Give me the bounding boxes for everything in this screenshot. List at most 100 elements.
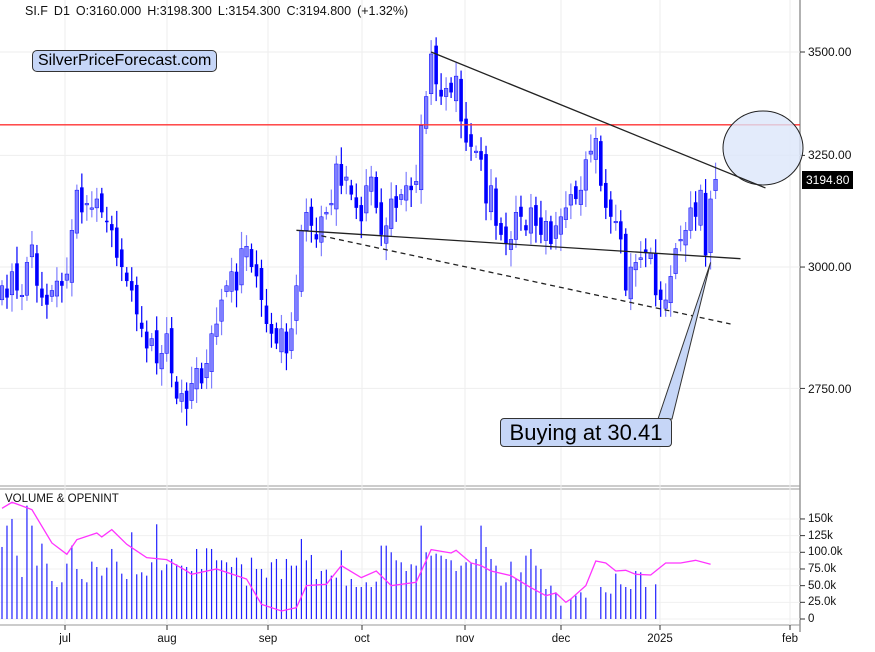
candle-body (29, 244, 34, 258)
candle-body (479, 151, 483, 160)
candle-body (100, 193, 104, 213)
candle-body (588, 150, 593, 155)
candle-body (578, 189, 583, 205)
date-tick-label: sep (258, 633, 278, 645)
volume-tick-label: 50.0k (808, 580, 837, 592)
candle-body (274, 328, 279, 344)
candle-body (319, 216, 324, 243)
candle-body (434, 45, 438, 85)
candle-body (553, 225, 558, 239)
candle-body (199, 368, 204, 384)
candle-body (374, 177, 379, 208)
candle-body (663, 299, 668, 309)
candle-body (613, 221, 618, 224)
candle-body (54, 280, 59, 297)
candle-body (638, 257, 643, 260)
candle-body (688, 207, 693, 231)
candle-body (668, 276, 673, 304)
candle-body (464, 118, 468, 143)
candle-body (563, 207, 568, 220)
candle-body (189, 383, 194, 401)
symbol: SI.F (25, 4, 48, 18)
candle-body (89, 207, 94, 210)
target-zone-ellipse (722, 110, 804, 186)
candle-body (399, 194, 404, 200)
date-tick-label: feb (782, 633, 798, 645)
candle-body (339, 163, 344, 186)
candle-body (24, 262, 29, 296)
candle-body (459, 78, 463, 122)
candle-body (419, 125, 424, 191)
candle-body (0, 285, 5, 301)
candle-body (648, 252, 653, 260)
candle-body (698, 189, 703, 226)
candle-body (449, 82, 453, 93)
candle-body (608, 199, 613, 217)
ohlc-header: SI.F D1 O:3160.000 H:3198.300 L:3154.300 C:31… (25, 4, 414, 18)
date-tick-label: 2025 (647, 633, 673, 645)
volume-tick-label: 100.0k (808, 546, 843, 558)
candle-body (15, 263, 19, 291)
date-tick-label: dec (551, 633, 571, 645)
candle-body (543, 221, 548, 241)
candle-body (244, 246, 249, 258)
candle-body (389, 198, 394, 229)
candle-body (593, 138, 598, 160)
dashed-trendline (321, 235, 731, 325)
candle-body (534, 205, 538, 226)
volume-tick-label: 25.0k (808, 596, 837, 608)
volume-tick-label: 125k (808, 530, 833, 542)
candle-body (683, 230, 688, 246)
volume-tick-label: 75.0k (808, 563, 837, 575)
candle-body (643, 249, 648, 254)
candle-body (164, 333, 169, 354)
candle-body (45, 294, 49, 305)
candle-body (264, 305, 269, 324)
candle-body (179, 393, 184, 402)
candle-body (379, 202, 384, 235)
price-tick-label: 3500.00 (808, 45, 852, 59)
candle-body (144, 331, 149, 349)
candle-body (249, 249, 254, 268)
candle-body (513, 212, 519, 240)
candle-body (703, 192, 708, 256)
candle-body (74, 189, 79, 234)
candle-body (469, 134, 473, 147)
candle-body (40, 288, 44, 298)
candle-body (279, 328, 284, 353)
price-tick-label: 3000.00 (808, 260, 852, 274)
candle-body (159, 353, 164, 370)
candle-body (678, 239, 683, 242)
candle-body (239, 248, 244, 286)
price-tick-label: 3250.00 (808, 148, 852, 162)
low-value: L:3154.300 (217, 4, 281, 18)
open-interest-line (1, 501, 711, 612)
candle-body (344, 176, 349, 181)
candle-body (329, 203, 334, 206)
candle-body (259, 268, 264, 300)
candle-body (474, 150, 479, 153)
candle-body (309, 206, 314, 226)
candle-body (49, 290, 54, 297)
date-tick-label: oct (354, 633, 370, 645)
candle-body (658, 289, 663, 300)
candle-body (539, 217, 543, 235)
candle-body (439, 89, 443, 97)
volume-tick-label: 0 (808, 613, 815, 625)
volume-tick-label: 150k (808, 513, 833, 525)
candle-body (184, 390, 189, 409)
candle-body (80, 187, 84, 213)
candle-body (369, 176, 374, 192)
candle-body (583, 159, 588, 191)
candle-body (713, 179, 718, 191)
candle-body (299, 230, 304, 292)
candle-body (484, 154, 488, 204)
change-value: (+1.32%) (357, 4, 409, 18)
candle-body (633, 262, 638, 271)
candle-body (364, 185, 369, 214)
open-value: O:3160.000 (75, 4, 142, 18)
candle-body (618, 221, 623, 240)
candle-body (404, 185, 409, 201)
candle-body (114, 227, 119, 258)
